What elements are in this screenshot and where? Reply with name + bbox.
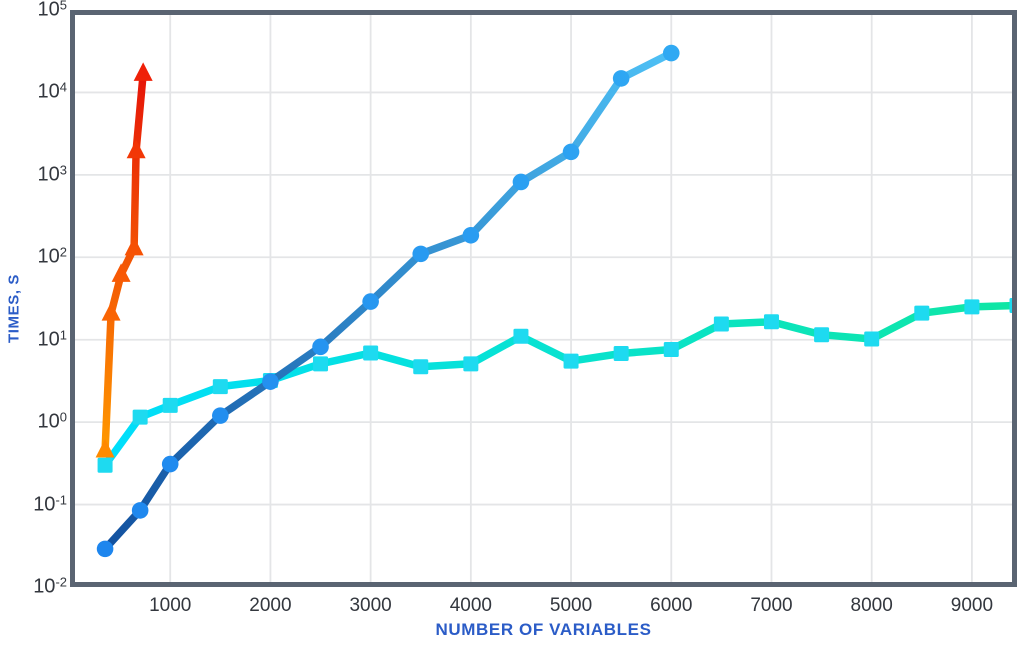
blue-growing-series-marker (212, 407, 229, 424)
blue-growing-series-marker (662, 44, 680, 62)
red-steep-series-line (101, 69, 147, 454)
x-tick-label: 2000 (249, 595, 292, 616)
plot-area (70, 10, 1017, 587)
blue-growing-series-marker (96, 540, 114, 558)
x-tick-label: 1000 (149, 595, 192, 616)
blue-growing-series-marker (512, 173, 530, 191)
blue-growing-series-marker (312, 338, 329, 356)
cyan-flat-series-marker (162, 397, 178, 413)
blue-growing-series-marker (131, 502, 149, 519)
cyan-flat-series-marker (363, 345, 379, 361)
blue-growing-series-marker (412, 245, 430, 263)
plot-frame (70, 10, 1017, 587)
cyan-flat-series-marker (914, 305, 930, 321)
y-tick-label: 105 (37, 0, 67, 21)
cyan-flat-series-marker (97, 457, 113, 473)
red-steep-series-marker (124, 236, 144, 256)
cyan-flat-series-marker (313, 356, 329, 372)
blue-growing-series-marker (262, 373, 279, 390)
blue-growing-series-marker (362, 293, 379, 310)
cyan-flat-series-marker (463, 356, 479, 372)
cyan-flat-series-marker (563, 353, 579, 369)
cyan-flat-series-marker (713, 316, 729, 332)
cyan-flat-series-marker (864, 331, 880, 347)
red-steep-series-marker (133, 62, 153, 81)
x-tick-label: 3000 (349, 595, 392, 616)
red-steep-series-marker (111, 263, 131, 282)
blue-growing-series-marker (161, 455, 179, 473)
x-tick-label: 8000 (850, 595, 893, 616)
x-axis-title: NUMBER OF VARIABLES (435, 620, 652, 639)
cyan-flat-series-marker (964, 299, 980, 315)
cyan-flat-series-marker (763, 314, 779, 330)
cyan-flat-series-marker (132, 409, 148, 425)
cyan-flat-series-marker (663, 342, 679, 358)
y-tick-label: 100 (37, 409, 67, 433)
cyan-flat-series-marker (212, 379, 228, 395)
red-steep-series-marker (126, 139, 146, 159)
x-tick-label: 4000 (449, 595, 492, 616)
blue-growing-series-marker (612, 70, 630, 87)
y-tick-label: 101 (37, 327, 67, 351)
x-tick-label: 6000 (650, 595, 693, 616)
plot-background (70, 10, 1017, 587)
red-steep-series-marker (101, 302, 121, 321)
blue-growing-series-marker (562, 143, 580, 161)
blue-growing-series-marker (462, 226, 480, 244)
y-tick-label: 103 (37, 162, 67, 186)
x-tick-label: 5000 (549, 595, 593, 616)
y-tick-label: 102 (37, 244, 67, 268)
cyan-flat-series-line (101, 301, 1017, 469)
y-tick-label: 10-2 (33, 574, 67, 598)
cyan-flat-series-marker (413, 359, 429, 375)
x-tick-label: 7000 (750, 595, 793, 616)
y-tick-label: 104 (37, 80, 67, 104)
cyan-flat-series-marker (814, 327, 830, 343)
x-tick-label: 9000 (950, 595, 994, 616)
y-tick-label: 10-1 (33, 492, 67, 516)
cyan-flat-series-marker (613, 346, 629, 362)
cyan-flat-series-marker (513, 328, 529, 344)
red-steep-series-marker (95, 438, 115, 458)
